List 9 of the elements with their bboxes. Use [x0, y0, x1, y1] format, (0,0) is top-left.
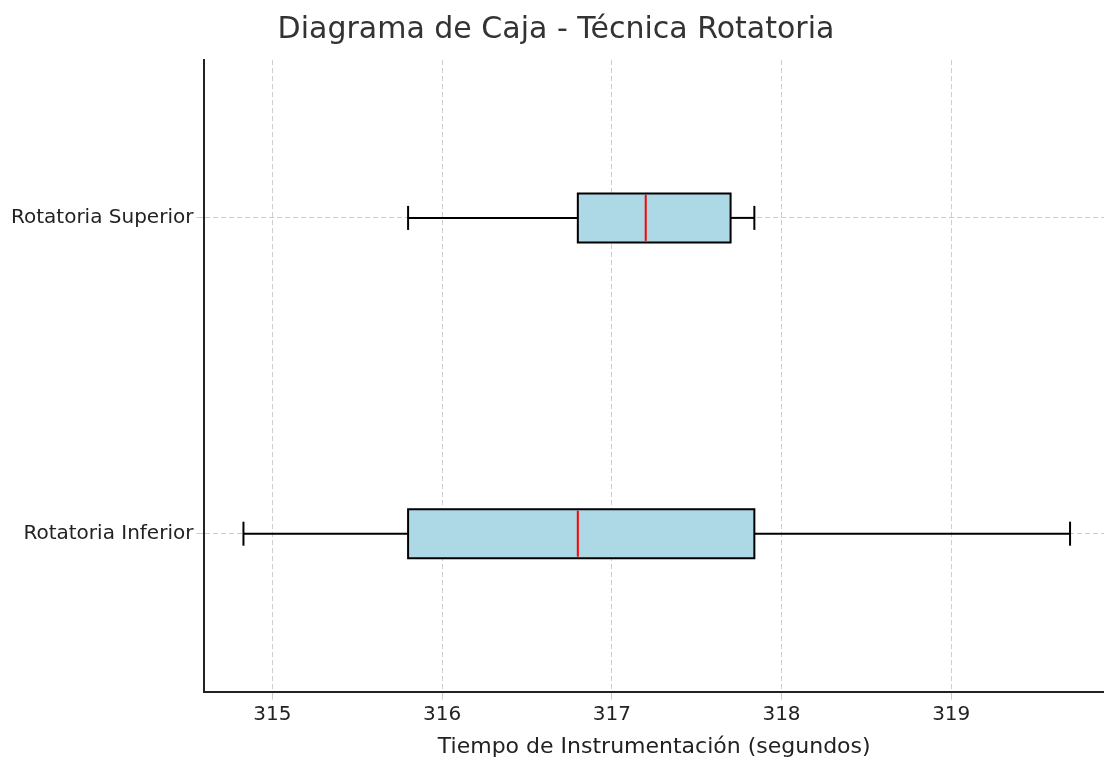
x-tick-label: 316 — [422, 700, 462, 725]
x-tick-label: 318 — [762, 700, 801, 725]
y-tick-label: Rotatoria Inferior — [23, 519, 195, 544]
x-tick-label: 317 — [592, 700, 631, 725]
chart-title: Diagrama de Caja - Técnica Rotatoria — [277, 9, 835, 45]
y-tick-label: Rotatoria Superior — [10, 204, 195, 229]
x-tick-label: 319 — [932, 700, 971, 725]
x-tick-label: 315 — [253, 700, 292, 725]
x-axis-title: Tiempo de Instrumentación (segundos) — [436, 732, 871, 758]
